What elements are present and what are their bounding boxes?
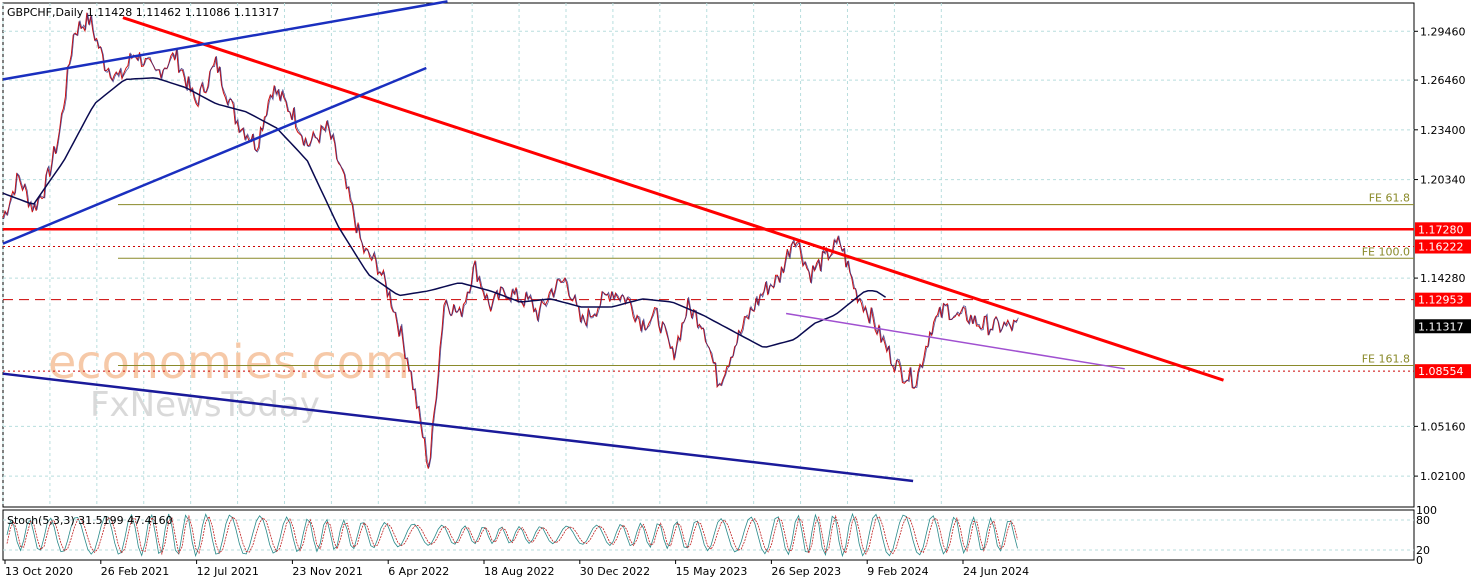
price-tick-label-3: 1.20340 — [1420, 174, 1466, 187]
stoch-axis-label-3: 0 — [1416, 554, 1423, 567]
stochastic-panel-frame — [2, 509, 1415, 561]
watermark-fxnewstoday: FxNewsToday — [90, 385, 320, 425]
time-tick-label-7: 15 May 2023 — [676, 565, 748, 578]
time-tick-label-3: 23 Nov 2021 — [292, 565, 362, 578]
level-label-0: 1.17280 — [1418, 223, 1464, 236]
watermark-economies: economies.com — [48, 335, 410, 389]
time-tick-label-0: 13 Oct 2020 — [5, 565, 73, 578]
level-label-box-1 — [1415, 239, 1471, 254]
trendline-purple-support — [785, 312, 1125, 370]
time-tick-label-9: 9 Feb 2024 — [867, 565, 928, 578]
price-tick-label-0: 1.29460 — [1420, 25, 1466, 38]
trendline-blue-lower-channel — [2, 66, 427, 245]
horizontal-levels — [3, 228, 1414, 372]
trendlines — [2, 0, 1224, 483]
price-tick-label-1: 1.26460 — [1420, 74, 1466, 87]
level-label-box-0 — [1415, 222, 1471, 237]
level-label-box-4 — [1415, 364, 1471, 379]
price-series — [2, 12, 1019, 469]
time-tick-label-5: 18 Aug 2022 — [484, 565, 554, 578]
main-panel-frame — [2, 2, 1415, 508]
stochastic-label: Stoch(5,3,3) 31.5199 47.4160 — [7, 514, 173, 527]
level-label-4: 1.08554 — [1418, 365, 1464, 378]
stoch-axis-label-1: 80 — [1416, 514, 1430, 527]
price-tick-label-6: 1.02100 — [1420, 470, 1466, 483]
level-label-1: 1.16222 — [1418, 241, 1464, 254]
fib-label-2: FE 161.8 — [1362, 353, 1410, 366]
price-line-blue — [3, 13, 1019, 468]
level-label-2: 1.12953 — [1418, 294, 1464, 307]
watermark: economies.com FxNewsToday — [48, 335, 410, 425]
stoch-axis-label-2: 20 — [1416, 544, 1430, 557]
level-label-box-3 — [1415, 319, 1471, 334]
time-tick-label-6: 30 Dec 2022 — [580, 565, 650, 578]
fibonacci-levels: FE 61.8 FE 100.0 FE 161.8 — [118, 192, 1414, 367]
level-label-box-2 — [1415, 292, 1471, 307]
trendline-navy-support — [2, 372, 914, 483]
price-tick-label-5: 1.05160 — [1420, 420, 1466, 433]
level-label-3: 1.11317 — [1418, 320, 1464, 333]
stoch-d-line — [6, 514, 1018, 556]
trendline-blue-upper-channel — [2, 0, 448, 81]
price-axis: 1.17280 1.16222 1.12953 1.11317 1.08554 1.294… — [1414, 25, 1471, 483]
price-tick-label-2: 1.23400 — [1420, 124, 1466, 137]
grid-lines — [2, 3, 1414, 507]
time-tick-label-2: 12 Jul 2021 — [197, 565, 259, 578]
symbol-header: GBPCHF,Daily 1.11428 1.11462 1.11086 1.1… — [7, 6, 279, 19]
time-tick-label-8: 26 Sep 2023 — [771, 565, 841, 578]
stoch-k-line — [6, 512, 1018, 558]
fib-label-1: FE 100.0 — [1362, 245, 1410, 258]
time-tick-label-4: 6 Apr 2022 — [388, 565, 449, 578]
price-tick-label-4: 1.14280 — [1420, 272, 1466, 285]
time-axis: 13 Oct 2020 26 Feb 2021 12 Jul 2021 23 Nov … — [4, 560, 1029, 578]
moving-average-line — [2, 77, 887, 348]
time-tick-label-1: 26 Feb 2021 — [101, 565, 169, 578]
time-tick-label-10: 24 Jun 2024 — [963, 565, 1029, 578]
stoch-axis-label-0: 100 — [1416, 504, 1437, 517]
trendline-red-downtrend — [122, 16, 1224, 382]
fib-label-0: FE 61.8 — [1369, 192, 1410, 205]
